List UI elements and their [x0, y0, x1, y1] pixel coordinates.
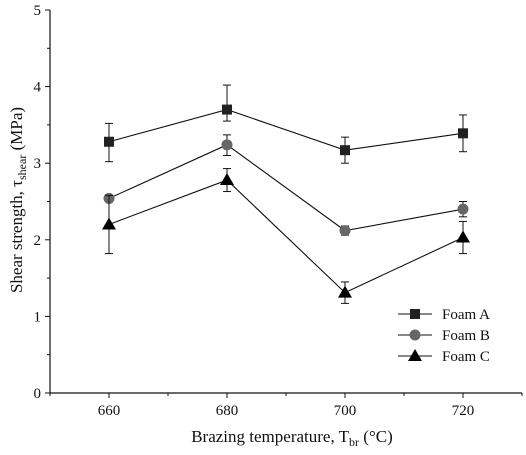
axes: 0 1 2 3 4 5 660 680 700 720 — [34, 3, 523, 419]
legend-label: Foam B — [442, 328, 490, 344]
data-point — [339, 225, 351, 237]
y-tick-label: 3 — [34, 156, 42, 172]
series-foam-b — [103, 134, 469, 237]
y-tick-label: 5 — [34, 3, 42, 19]
x-tick-label: 700 — [334, 403, 357, 419]
data-point — [220, 173, 234, 186]
legend-label: Foam C — [442, 349, 490, 365]
x-tick-label: 720 — [452, 403, 475, 419]
legend-label: Foam A — [442, 307, 490, 323]
y-axis-title-unit: (MPa) — [7, 107, 26, 155]
data-point — [221, 139, 233, 151]
legend-marker — [408, 349, 422, 361]
y-tick-label: 4 — [34, 80, 42, 96]
series-line — [108, 144, 464, 232]
data-point — [456, 230, 470, 243]
data-point — [458, 128, 468, 139]
y-tick-label: 0 — [34, 386, 42, 402]
y-axis-title-sub: shear — [15, 155, 29, 180]
series-foam-c — [102, 168, 470, 304]
x-tick-label: 660 — [98, 403, 121, 419]
x-axis-title-sub: br — [349, 435, 359, 449]
x-axis-title-unit: (°C) — [359, 427, 393, 446]
data-point — [340, 145, 350, 156]
data-point — [457, 203, 469, 215]
y-tick-label: 2 — [34, 233, 42, 249]
legend-item: Foam A — [398, 307, 490, 323]
data-point — [104, 136, 114, 147]
series-foam-a — [104, 84, 468, 164]
y-tick-label: 1 — [34, 309, 42, 325]
y-axis-title: Shear strength, τshear (MPa) — [7, 107, 29, 293]
data-point — [222, 104, 232, 115]
data-point — [338, 285, 352, 298]
x-axis-title: Brazing temperature, Tbr (°C) — [191, 427, 393, 449]
legend-marker — [410, 309, 420, 319]
y-axis-title-main: Shear strength, τ — [7, 180, 26, 293]
legend-marker — [409, 329, 421, 341]
series-layer — [102, 84, 470, 304]
x-axis-title-main: Brazing temperature, T — [191, 427, 349, 446]
legend-item: Foam B — [398, 328, 490, 344]
x-tick-label: 680 — [216, 403, 239, 419]
series-line — [108, 179, 464, 294]
legend: Foam A Foam B Foam C — [398, 307, 490, 365]
series-line — [108, 109, 464, 151]
legend-item: Foam C — [398, 349, 490, 365]
data-point — [102, 217, 116, 230]
